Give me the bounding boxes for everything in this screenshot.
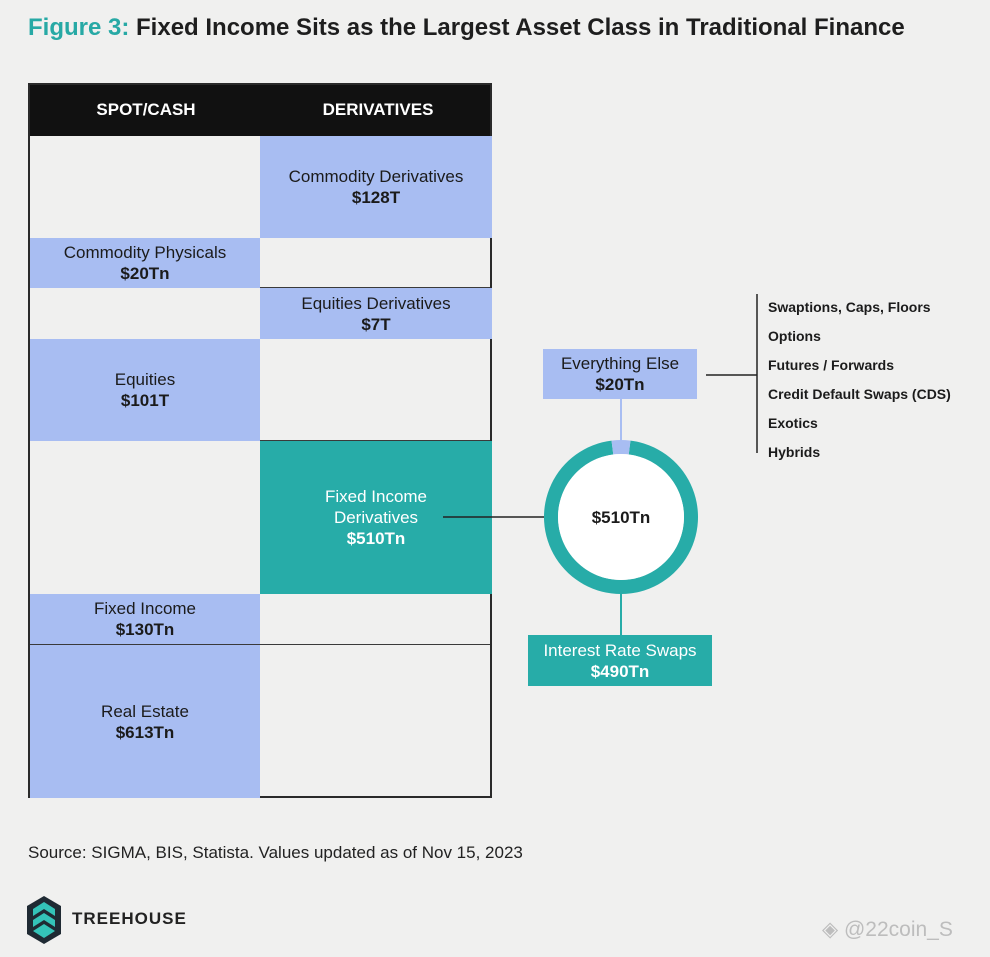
cell-label: Real Estate — [101, 701, 189, 721]
column-header-derivatives: DERIVATIVES — [322, 100, 434, 119]
chart-title: Figure 3: Fixed Income Sits as the Large… — [28, 14, 978, 42]
everything-else-value: $20Tn — [595, 375, 645, 394]
cell-label: Equities Derivatives — [301, 293, 451, 313]
cell-value: $20Tn — [120, 264, 170, 283]
donut-hole — [558, 454, 684, 580]
cell-value: $130Tn — [115, 620, 175, 639]
cell-label: Commodity Physicals — [63, 243, 227, 262]
cell-label: Equities — [114, 370, 176, 389]
cell-value: $613Tn — [115, 722, 175, 742]
everything-else-label: Everything Else — [560, 354, 680, 373]
cell-commodity-physicals: Commodity Physicals $20Tn — [30, 238, 260, 288]
donut-chart — [543, 440, 698, 594]
row-divider — [30, 287, 490, 288]
cell-label-line1: Fixed Income — [324, 487, 428, 506]
cell-value: $101T — [120, 391, 170, 410]
cell-equities-derivatives: Equities Derivatives $7T — [260, 288, 492, 339]
everything-else-list: Swaptions, Caps, Floors Options Futures … — [768, 293, 951, 467]
cell-value: $510Tn — [346, 529, 406, 548]
interest-rate-swaps-value: $490Tn — [590, 661, 650, 681]
cell-equities: Equities $101T — [30, 339, 260, 441]
cell-commodity-derivatives: Commodity Derivatives $128T — [260, 136, 492, 238]
list-item: Swaptions, Caps, Floors — [768, 299, 931, 315]
interest-rate-swaps-label: Interest Rate Swaps — [543, 640, 697, 660]
watermark: ◈ @22coin_S — [822, 917, 953, 942]
list-item: Options — [768, 328, 821, 344]
title-text: Fixed Income Sits as the Largest Asset C… — [136, 14, 905, 41]
interest-rate-swaps-box: Interest Rate Swaps $490Tn — [528, 635, 712, 686]
list-item: Exotics — [768, 415, 818, 431]
list-item: Credit Default Swaps (CDS) — [768, 386, 951, 402]
figure-label: Figure 3: — [28, 14, 130, 41]
list-item: Futures / Forwards — [768, 357, 895, 373]
row-divider — [30, 440, 490, 441]
cell-fixed-income: Fixed Income $130Tn — [30, 594, 260, 644]
donut-slice-everything-else — [611, 440, 631, 455]
cell-value: $128T — [351, 188, 401, 207]
cell-value: $7T — [361, 314, 391, 334]
watermark-text: @22coin_S — [843, 918, 953, 941]
brand-name: TREEHOUSE — [72, 909, 187, 928]
cell-label: Commodity Derivatives — [288, 167, 464, 186]
asset-table: SPOT/CASH DERIVATIVES Commodity Derivati… — [28, 83, 492, 798]
table-header: SPOT/CASH DERIVATIVES — [30, 85, 490, 136]
donut-center-label: $510Tn — [592, 508, 651, 527]
treehouse-logo-icon — [27, 896, 61, 944]
source-note: Source: SIGMA, BIS, Statista. Values upd… — [28, 843, 523, 862]
column-header-spot: SPOT/CASH — [96, 100, 196, 119]
everything-else-box: Everything Else $20Tn — [543, 349, 697, 399]
row-divider — [30, 644, 490, 645]
cell-real-estate: Real Estate $613Tn — [30, 645, 260, 798]
list-item: Hybrids — [768, 444, 821, 460]
cell-label: Fixed Income — [93, 599, 197, 618]
cell-label-line2: Derivatives — [333, 508, 419, 527]
watermark-icon: ◈ — [822, 918, 844, 941]
